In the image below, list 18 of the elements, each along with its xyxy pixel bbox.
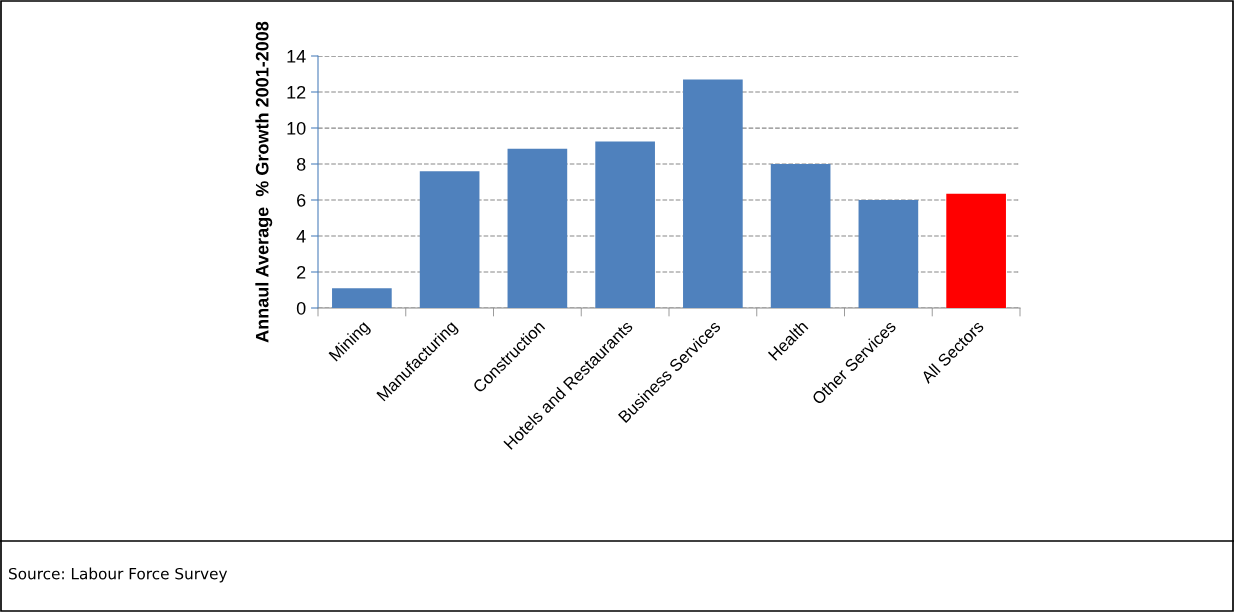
y-axis-title: Annaul Average % Growth 2001-2008 <box>255 21 273 343</box>
y-tick-label: 0 <box>296 301 306 315</box>
bar <box>683 79 743 308</box>
y-tick-label: 4 <box>296 230 306 243</box>
bar <box>770 164 831 308</box>
y-tick-label: 2 <box>297 265 306 279</box>
source-note: Source: Labour Force Survey <box>9 567 228 583</box>
y-tick-label: 6 <box>297 193 306 207</box>
bar <box>419 171 480 308</box>
bar <box>595 141 655 308</box>
y-tick-label: 8 <box>296 157 306 171</box>
bar <box>946 193 1006 308</box>
bar <box>507 148 568 308</box>
bar <box>332 288 392 308</box>
y-tick-label: 10 <box>287 121 306 135</box>
bar <box>858 200 919 308</box>
y-tick-label: 14 <box>287 50 306 63</box>
y-tick-label: 12 <box>287 85 306 99</box>
